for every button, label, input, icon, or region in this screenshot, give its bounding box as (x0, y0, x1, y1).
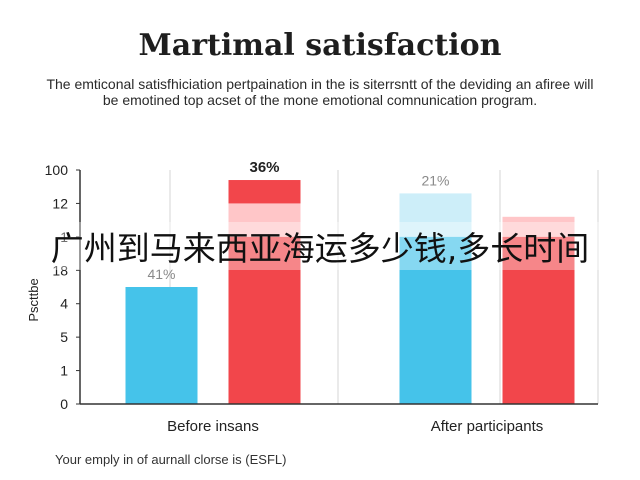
y-tick-label: 4 (60, 296, 68, 312)
x-tick-label: After participants (431, 418, 544, 435)
bar-upper-segment (399, 193, 472, 237)
chart-title: Martimal satisfaction (138, 28, 502, 63)
bar-cap-segment (228, 180, 301, 204)
bar-data-label: 36% (249, 159, 279, 176)
bar-data-label: 21% (421, 172, 449, 188)
bar-upper-segment (228, 203, 301, 237)
y-axis-label: Pscttbe (26, 278, 41, 321)
x-tick-label: Before insans (167, 418, 259, 435)
y-tick-label: 0 (60, 396, 68, 412)
bar-upper-segment (502, 216, 575, 237)
bar (399, 236, 472, 404)
y-tick-label: 100 (45, 162, 69, 178)
bar (502, 236, 575, 404)
chart-subtitle: The emticonal satisfhiciation pertpainat… (46, 76, 594, 108)
y-tick-label: 1 (60, 229, 68, 245)
y-tick-label: 18 (52, 262, 68, 278)
bar (228, 236, 301, 404)
bar-data-label: 41% (147, 266, 175, 282)
chart-footnote: Your emply in of aurnall clorse is (ESFL… (55, 452, 287, 467)
y-tick-label: 12 (52, 195, 68, 211)
bar (125, 287, 198, 404)
overlay-banner-text: 广州到马来西亚海运多少钱,多长时间 (0, 222, 640, 270)
y-tick-label: 5 (60, 329, 68, 345)
y-tick-label: 1 (60, 363, 68, 379)
